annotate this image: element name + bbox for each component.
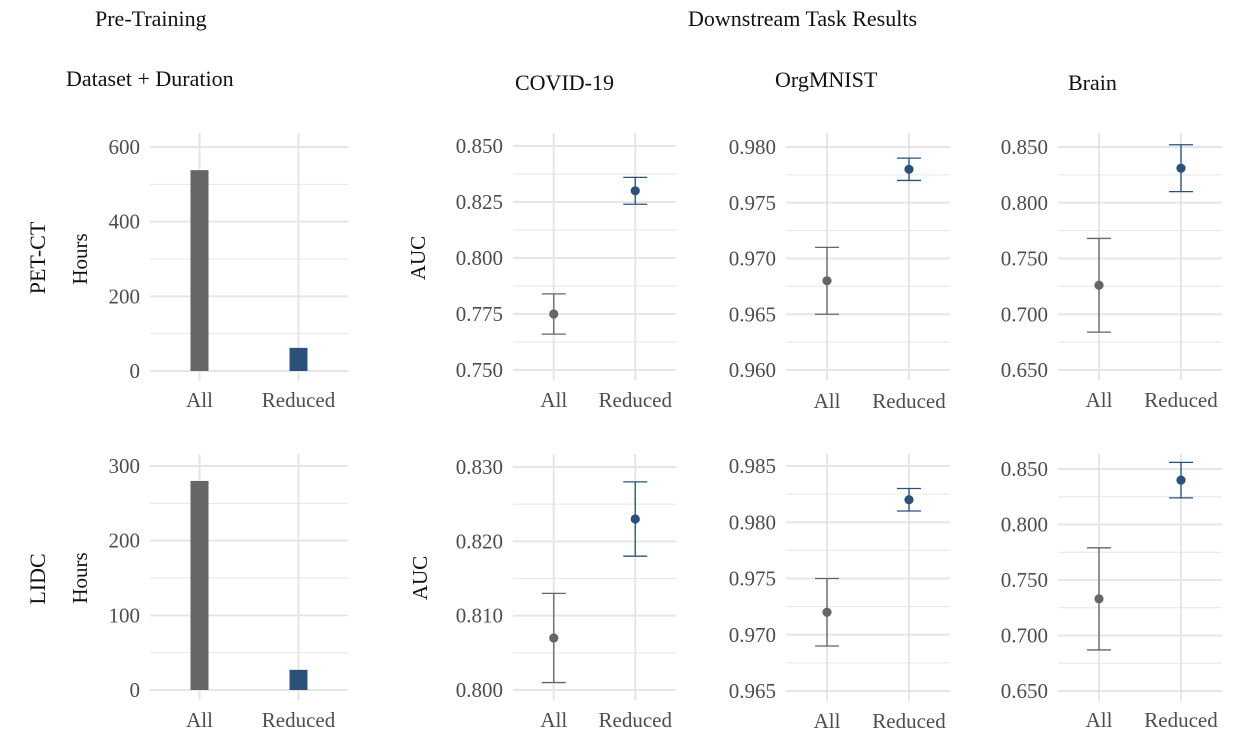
y-tick-label: 200 — [109, 529, 141, 553]
point-reduced — [630, 514, 640, 524]
y-tick-label: 0.650 — [1001, 358, 1048, 382]
y-tick-label: 0 — [130, 678, 141, 702]
x-tick-label-all: All — [1086, 708, 1113, 730]
y-tick-label: 200 — [109, 284, 141, 308]
point-reduced — [630, 186, 640, 196]
x-tick-label-reduced: Reduced — [872, 709, 946, 730]
y-tick-label: 600 — [109, 135, 141, 159]
y-tick-label: 300 — [109, 454, 141, 478]
x-tick-label-reduced: Reduced — [599, 708, 673, 730]
y-tick-label: 100 — [109, 603, 141, 627]
point-all — [1094, 594, 1104, 604]
y-tick-label: 0.825 — [456, 190, 503, 214]
y-tick-label: 0.850 — [1001, 135, 1048, 159]
point-all — [822, 276, 832, 286]
y-axis-label: AUC — [408, 556, 432, 600]
y-tick-label: 0.750 — [456, 358, 503, 382]
point-all — [549, 633, 559, 643]
x-tick-label-all: All — [540, 388, 567, 412]
x-tick-label-reduced: Reduced — [1144, 388, 1218, 412]
point-all — [1094, 280, 1104, 290]
point-all — [549, 309, 559, 319]
orgmnist-header: OrgMNIST — [775, 67, 878, 92]
y-tick-label: 0.800 — [1001, 513, 1048, 537]
y-tick-label: 0.810 — [456, 604, 503, 628]
x-tick-label-reduced: Reduced — [599, 388, 673, 412]
x-tick-label-reduced: Reduced — [1144, 708, 1218, 730]
y-tick-label: 0.980 — [729, 510, 776, 534]
bar-all — [190, 170, 209, 371]
point-all — [822, 607, 832, 617]
x-tick-label-all: All — [814, 709, 841, 730]
y-tick-label: 0.985 — [729, 454, 776, 478]
y-tick-label: 0.800 — [1001, 191, 1048, 215]
point-reduced — [904, 495, 914, 505]
y-tick-label: 0.975 — [729, 191, 776, 215]
y-tick-label: 0.975 — [729, 567, 776, 591]
x-tick-label-all: All — [814, 389, 841, 413]
point-reduced — [904, 164, 914, 174]
downstream-header: Downstream Task Results — [688, 6, 918, 31]
y-tick-label: 0.850 — [456, 134, 503, 158]
pretraining-header: Pre-Training — [95, 6, 207, 31]
y-tick-label: 0.820 — [456, 529, 503, 553]
y-axis-label: Hours — [68, 552, 92, 603]
y-tick-label: 0 — [130, 359, 141, 383]
y-tick-label: 0.830 — [456, 455, 503, 479]
y-tick-label: 0.965 — [729, 679, 776, 703]
y-axis-label: Hours — [68, 233, 92, 284]
y-tick-label: 0.750 — [1001, 568, 1048, 592]
y-tick-label: 0.800 — [456, 678, 503, 702]
bar-reduced — [289, 347, 308, 371]
y-tick-label: 0.650 — [1001, 679, 1048, 703]
y-tick-label: 0.850 — [1001, 457, 1048, 481]
brain-header: Brain — [1068, 70, 1117, 95]
x-tick-label-reduced: Reduced — [262, 388, 336, 412]
y-tick-label: 0.980 — [729, 135, 776, 159]
x-tick-label-all: All — [186, 708, 213, 730]
y-tick-label: 0.970 — [729, 247, 776, 271]
point-reduced — [1176, 163, 1186, 173]
bar-reduced — [289, 669, 308, 690]
x-tick-label-all: All — [1086, 388, 1113, 412]
x-tick-label-reduced: Reduced — [872, 389, 946, 413]
y-tick-label: 0.775 — [456, 302, 503, 326]
y-tick-label: 0.750 — [1001, 247, 1048, 271]
x-tick-label-all: All — [540, 708, 567, 730]
y-tick-label: 400 — [109, 210, 141, 234]
y-tick-label: 0.800 — [456, 246, 503, 270]
x-tick-label-all: All — [186, 388, 213, 412]
dataset-duration-header: Dataset + Duration — [66, 66, 234, 91]
y-tick-label: 0.970 — [729, 623, 776, 647]
bar-all — [190, 480, 209, 690]
y-tick-label: 0.700 — [1001, 302, 1048, 326]
x-tick-label-reduced: Reduced — [262, 708, 336, 730]
point-reduced — [1176, 475, 1186, 485]
covid-header: COVID-19 — [515, 70, 614, 95]
y-tick-label: 0.965 — [729, 302, 776, 326]
y-tick-label: 0.700 — [1001, 624, 1048, 648]
y-tick-label: 0.960 — [729, 358, 776, 382]
y-axis-label: AUC — [406, 236, 430, 280]
